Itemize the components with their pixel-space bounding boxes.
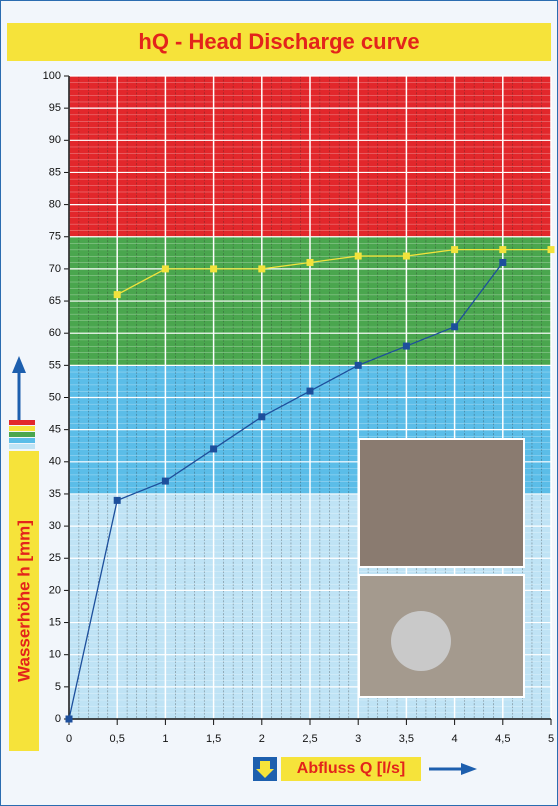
x-tick-label: 1,5 [206,733,221,745]
x-tick-label: 4,5 [495,733,510,745]
point [161,477,169,485]
y-tick-label: 15 [49,616,61,628]
x-tick-label: 1 [162,733,168,745]
x-axis-label: Abfluss Q [l/s] [297,760,405,777]
y-tick-label: 0 [55,713,61,725]
point [451,323,459,331]
point [306,258,314,266]
y-tick-label: 80 [49,199,61,211]
point [354,252,362,260]
point [499,246,507,254]
arrow-head [461,763,477,775]
arrow-head [12,356,26,373]
point [210,445,218,453]
y-tick-label: 65 [49,295,61,307]
x-tick-label: 5 [548,733,554,745]
y-label-box [9,451,39,751]
photo [358,438,525,568]
point [306,387,314,395]
point [161,265,169,273]
swatch [9,438,35,443]
swatch [9,444,35,449]
y-tick-label: 95 [49,102,61,114]
x-tick-label: 2,5 [302,733,317,745]
x-label-box [281,757,421,781]
x-tick-label: 0 [66,733,72,745]
swatch [9,426,35,431]
y-tick-label: 30 [49,520,61,532]
point [210,265,218,273]
y-tick-label: 35 [49,488,61,500]
icon-arrow [256,761,274,778]
chart-title: hQ - Head Discharge curve [7,23,551,61]
y-tick-label: 75 [49,231,61,243]
swatch [9,432,35,437]
series-line [116,248,551,296]
y-tick-label: 70 [49,263,61,275]
y-tick-label: 10 [49,649,61,661]
y-tick-label: 50 [49,391,61,403]
point [402,252,410,260]
photo-detail [391,611,451,671]
point [451,246,459,254]
point [258,413,266,421]
point [113,291,121,299]
swatch [9,420,35,425]
x-tick-label: 2 [259,733,265,745]
point [113,496,121,504]
y-tick-label: 60 [49,327,61,339]
y-tick-label: 45 [49,424,61,436]
series-line [68,262,504,720]
point [547,246,555,254]
point [499,258,507,266]
y-tick-label: 55 [49,359,61,371]
y-tick-label: 40 [49,456,61,468]
y-tick-label: 20 [49,584,61,596]
x-tick-label: 4 [452,733,458,745]
y-tick-label: 100 [43,70,61,82]
y-axis-label: Wasserhöhe h [mm] [14,520,33,682]
x-tick-label: 3,5 [399,733,414,745]
y-tick-label: 90 [49,134,61,146]
y-tick-label: 25 [49,552,61,564]
point [354,361,362,369]
y-tick-label: 5 [55,681,61,693]
point [402,342,410,350]
x-tick-label: 3 [355,733,361,745]
x-tick-label: 0,5 [110,733,125,745]
point [258,265,266,273]
point [65,715,73,723]
y-tick-label: 85 [49,166,61,178]
